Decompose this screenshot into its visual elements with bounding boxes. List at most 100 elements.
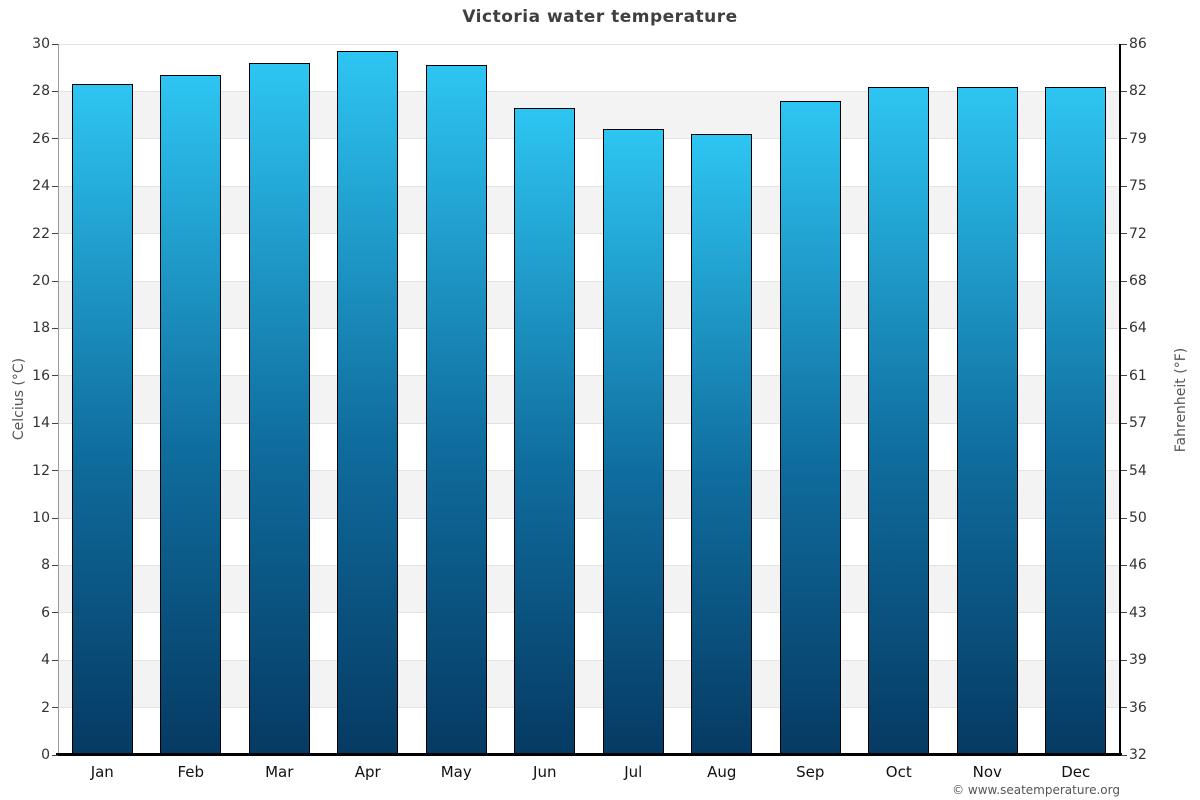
gridline [58,233,1120,235]
gridline [58,90,1120,92]
left-axis-spine [58,44,59,755]
fahrenheit-tickmark [1121,233,1127,235]
gridline [58,185,1120,187]
fahrenheit-tick-72: 72 [1129,225,1147,242]
fahrenheit-tickmark [1121,327,1127,329]
bar-oct [868,86,930,755]
celsius-tick-8: 8 [41,557,50,574]
celsius-tickmark [52,185,58,187]
x-tick-label-feb: Feb [177,763,205,781]
bar-may [425,65,487,755]
gridline [58,138,1120,140]
celsius-tick-28: 28 [32,83,50,100]
chart-title: Victoria water temperature [462,7,738,27]
celsius-tick-0: 0 [41,747,50,763]
fahrenheit-tick-54: 54 [1129,462,1147,479]
bar-apr [337,51,399,755]
fahrenheit-tick-82: 82 [1129,83,1147,100]
gridline [58,422,1120,424]
fahrenheit-tickmark [1121,138,1127,140]
fahrenheit-tick-32: 32 [1129,747,1147,763]
gridline [58,517,1120,519]
x-tick-label-mar: Mar [265,763,294,781]
celsius-tickmark [52,517,58,519]
celsius-tickmark [52,138,58,140]
gridline [58,375,1120,377]
fahrenheit-tickmark [1121,43,1127,45]
fahrenheit-tickmark [1121,280,1127,282]
fahrenheit-tickmark [1121,754,1127,756]
bar-dec [1045,86,1107,755]
celsius-tick-18: 18 [32,320,50,337]
x-tick-label-jul: Jul [624,763,643,781]
celsius-tick-10: 10 [32,510,50,526]
x-tick-label-nov: Nov [972,763,1002,781]
bar-sep [779,100,841,755]
grid-band [58,470,1120,518]
celsius-tickmark [52,327,58,329]
x-tick-label-aug: Aug [707,763,737,781]
fahrenheit-tick-68: 68 [1129,273,1147,289]
celsius-tick-14: 14 [32,415,50,432]
celsius-tick-20: 20 [32,273,50,289]
gridline [58,470,1120,472]
gridline [58,43,1120,45]
grid-band [58,186,1120,234]
x-tick-label-may: May [440,763,472,781]
fahrenheit-tick-36: 36 [1129,699,1147,716]
right-axis-title: Fahrenheit (°F) [1173,347,1189,453]
fahrenheit-tickmark [1121,564,1127,566]
celsius-tickmark [52,233,58,235]
fahrenheit-tickmark [1121,185,1127,187]
x-tick-label-dec: Dec [1061,763,1091,781]
celsius-tickmark [52,612,58,614]
grid-band [58,375,1120,424]
celsius-tickmark [52,90,58,92]
celsius-tick-26: 26 [32,130,50,147]
gridline [58,327,1120,329]
celsius-tick-12: 12 [32,462,50,479]
fahrenheit-tickmark [1121,659,1127,661]
celsius-tick-2: 2 [41,699,50,716]
celsius-tick-16: 16 [32,367,50,384]
fahrenheit-tickmark [1121,517,1127,519]
gridline [58,564,1120,566]
fahrenheit-tick-61: 61 [1129,367,1147,384]
bar-mar [248,62,310,755]
fahrenheit-tick-50: 50 [1129,510,1147,526]
x-tick-label-apr: Apr [354,763,381,781]
x-tick-label-jun: Jun [533,763,557,781]
x-tick-label-jan: Jan [90,763,114,781]
celsius-tickmark [52,564,58,566]
celsius-tickmark [52,659,58,661]
x-tick-label-sep: Sep [796,763,825,781]
fahrenheit-tickmark [1121,612,1127,614]
fahrenheit-tick-86: 86 [1129,36,1147,52]
gridline [58,612,1120,614]
celsius-tickmark [52,470,58,472]
bar-feb [160,74,222,755]
fahrenheit-tickmark [1121,375,1127,377]
celsius-tick-22: 22 [32,225,50,242]
grid-band [58,660,1120,708]
gridline [58,707,1120,709]
celsius-tickmark [52,280,58,282]
fahrenheit-tick-79: 79 [1129,130,1147,147]
fahrenheit-tickmark [1121,422,1127,424]
plot-area [58,43,1120,756]
fahrenheit-tick-57: 57 [1129,415,1147,432]
copyright-link[interactable]: © www.seatemperature.org [952,783,1120,797]
fahrenheit-tick-75: 75 [1129,178,1147,195]
bar-jan [71,84,133,755]
right-axis-spine [1119,44,1121,756]
fahrenheit-tickmark [1121,707,1127,709]
celsius-tickmark [52,375,58,377]
celsius-tick-24: 24 [32,178,50,195]
celsius-tickmark [52,422,58,424]
fahrenheit-tick-46: 46 [1129,557,1147,574]
fahrenheit-tick-64: 64 [1129,320,1147,337]
grid-band [58,281,1120,329]
bar-jun [514,107,576,755]
fahrenheit-tickmark [1121,470,1127,472]
